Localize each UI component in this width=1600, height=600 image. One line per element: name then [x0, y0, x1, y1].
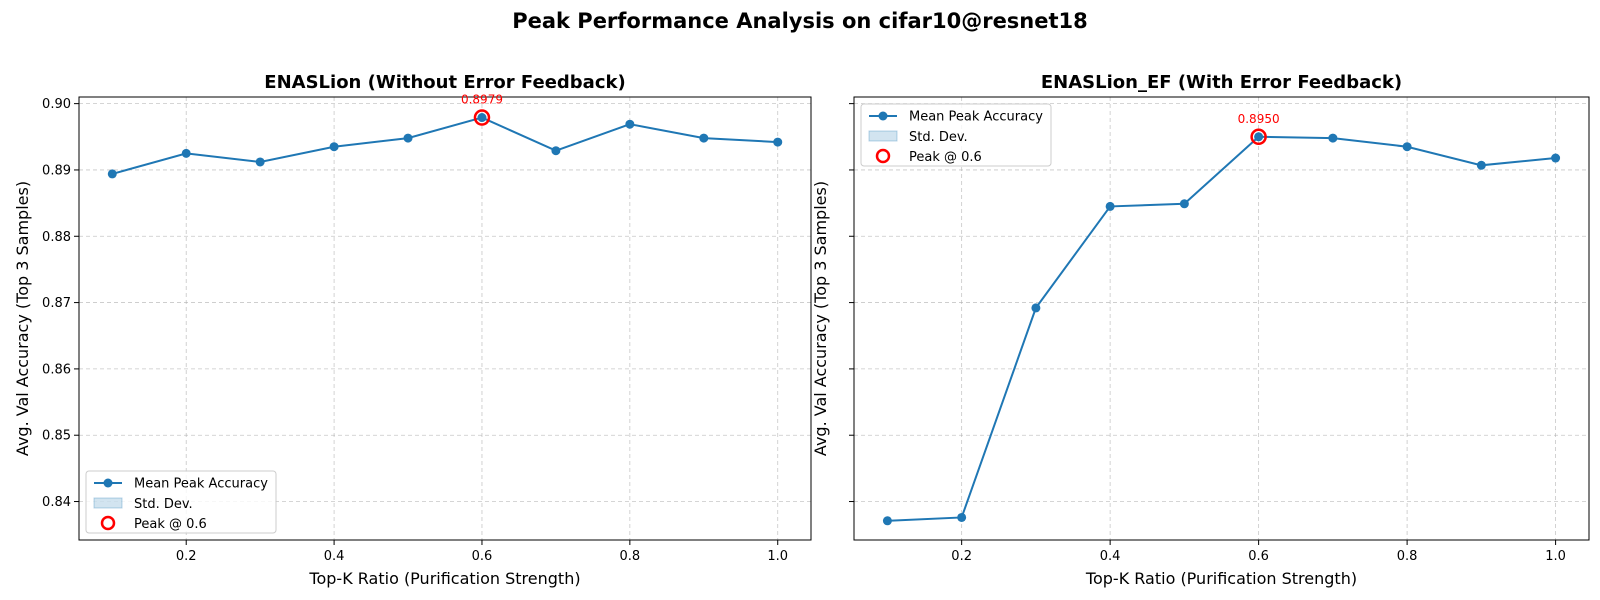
data-point	[255, 157, 265, 167]
peak-value-label: 0.8950	[1238, 112, 1280, 126]
axes-frame	[78, 96, 812, 541]
data-point	[181, 148, 191, 158]
data-point	[403, 133, 413, 143]
x-tick-label: 0.2	[951, 549, 972, 564]
y-tick-label: 0.88	[42, 230, 71, 245]
data-point	[107, 169, 117, 179]
data-point	[1105, 201, 1115, 211]
x-tick-label: 0.6	[1248, 549, 1269, 564]
y-tick-label: 0.87	[42, 296, 71, 311]
data-point	[1328, 133, 1338, 143]
peak-value-label: 0.8979	[461, 93, 503, 107]
y-tick-label: 0.90	[42, 97, 71, 112]
legend-box	[85, 470, 277, 534]
data-point	[1476, 160, 1486, 170]
legend-peak-swatch	[100, 515, 116, 531]
legend-std-swatch	[868, 130, 898, 142]
y-axis-label: Avg. Val Accuracy (Top 3 Samples)	[13, 181, 32, 456]
legend-label-mean: Mean Peak Accuracy	[134, 477, 268, 492]
data-point	[1551, 153, 1561, 163]
legend-std-swatch	[93, 497, 123, 509]
x-tick-label: 0.4	[1100, 549, 1121, 564]
x-tick-label: 0.4	[324, 549, 345, 564]
x-tick-label: 0.8	[620, 549, 641, 564]
peak-marker	[473, 109, 491, 126]
legend-label-std: Std. Dev.	[909, 130, 968, 145]
x-tick-label: 1.0	[1545, 549, 1566, 564]
legend-label-std: Std. Dev.	[134, 497, 193, 512]
x-tick-label: 1.0	[767, 549, 788, 564]
data-point	[1254, 132, 1264, 142]
axes-frame	[853, 96, 1590, 541]
data-point	[551, 146, 561, 156]
legend-peak-swatch	[875, 148, 891, 164]
series-line	[887, 135, 1556, 522]
legend-label-peak: Peak @ 0.6	[909, 150, 982, 165]
data-point	[477, 113, 487, 123]
chart-title: ENASLion (Without Error Feedback)	[264, 72, 625, 93]
x-axis-label: Top-K Ratio (Purification Strength)	[308, 569, 580, 588]
data-point	[1402, 142, 1412, 152]
data-point	[625, 119, 635, 129]
legend-marker-swatch	[878, 111, 888, 121]
data-point	[1031, 303, 1041, 313]
chart-title: ENASLion_EF (With Error Feedback)	[1041, 72, 1402, 93]
y-tick-label: 0.89	[42, 163, 71, 178]
y-tick-label: 0.84	[42, 495, 71, 510]
data-point	[882, 516, 892, 526]
y-axis-label: Avg. Val Accuracy (Top 3 Samples)	[811, 181, 830, 456]
y-tick-label: 0.85	[42, 429, 71, 444]
figure-suptitle: Peak Performance Analysis on cifar10@res…	[512, 9, 1088, 33]
data-point	[957, 512, 967, 522]
data-point	[329, 142, 339, 152]
data-point	[773, 137, 783, 147]
legend-marker-swatch	[103, 478, 113, 488]
chart-panel-left: 0.2 0.4 0.6 0.8 1.0 0.84 0.85 0.86 0.87 0.88 0.89 0…	[13, 72, 812, 588]
x-tick-label: 0.2	[176, 549, 197, 564]
legend-label-peak: Peak @ 0.6	[134, 517, 207, 532]
series-line	[112, 116, 778, 175]
y-tick-label: 0.86	[42, 362, 71, 377]
legend-box	[860, 103, 1052, 167]
chart-panel-right: 0.2 0.4 0.6 0.8 1.0 ENASLion_EF (With Error F…	[811, 72, 1590, 588]
x-tick-label: 0.6	[472, 549, 493, 564]
x-axis-label: Top-K Ratio (Purification Strength)	[1085, 569, 1357, 588]
legend-label-mean: Mean Peak Accuracy	[909, 110, 1043, 125]
data-point	[1179, 199, 1189, 209]
peak-marker	[1250, 128, 1267, 146]
x-tick-label: 0.8	[1397, 549, 1418, 564]
data-point	[699, 133, 709, 143]
